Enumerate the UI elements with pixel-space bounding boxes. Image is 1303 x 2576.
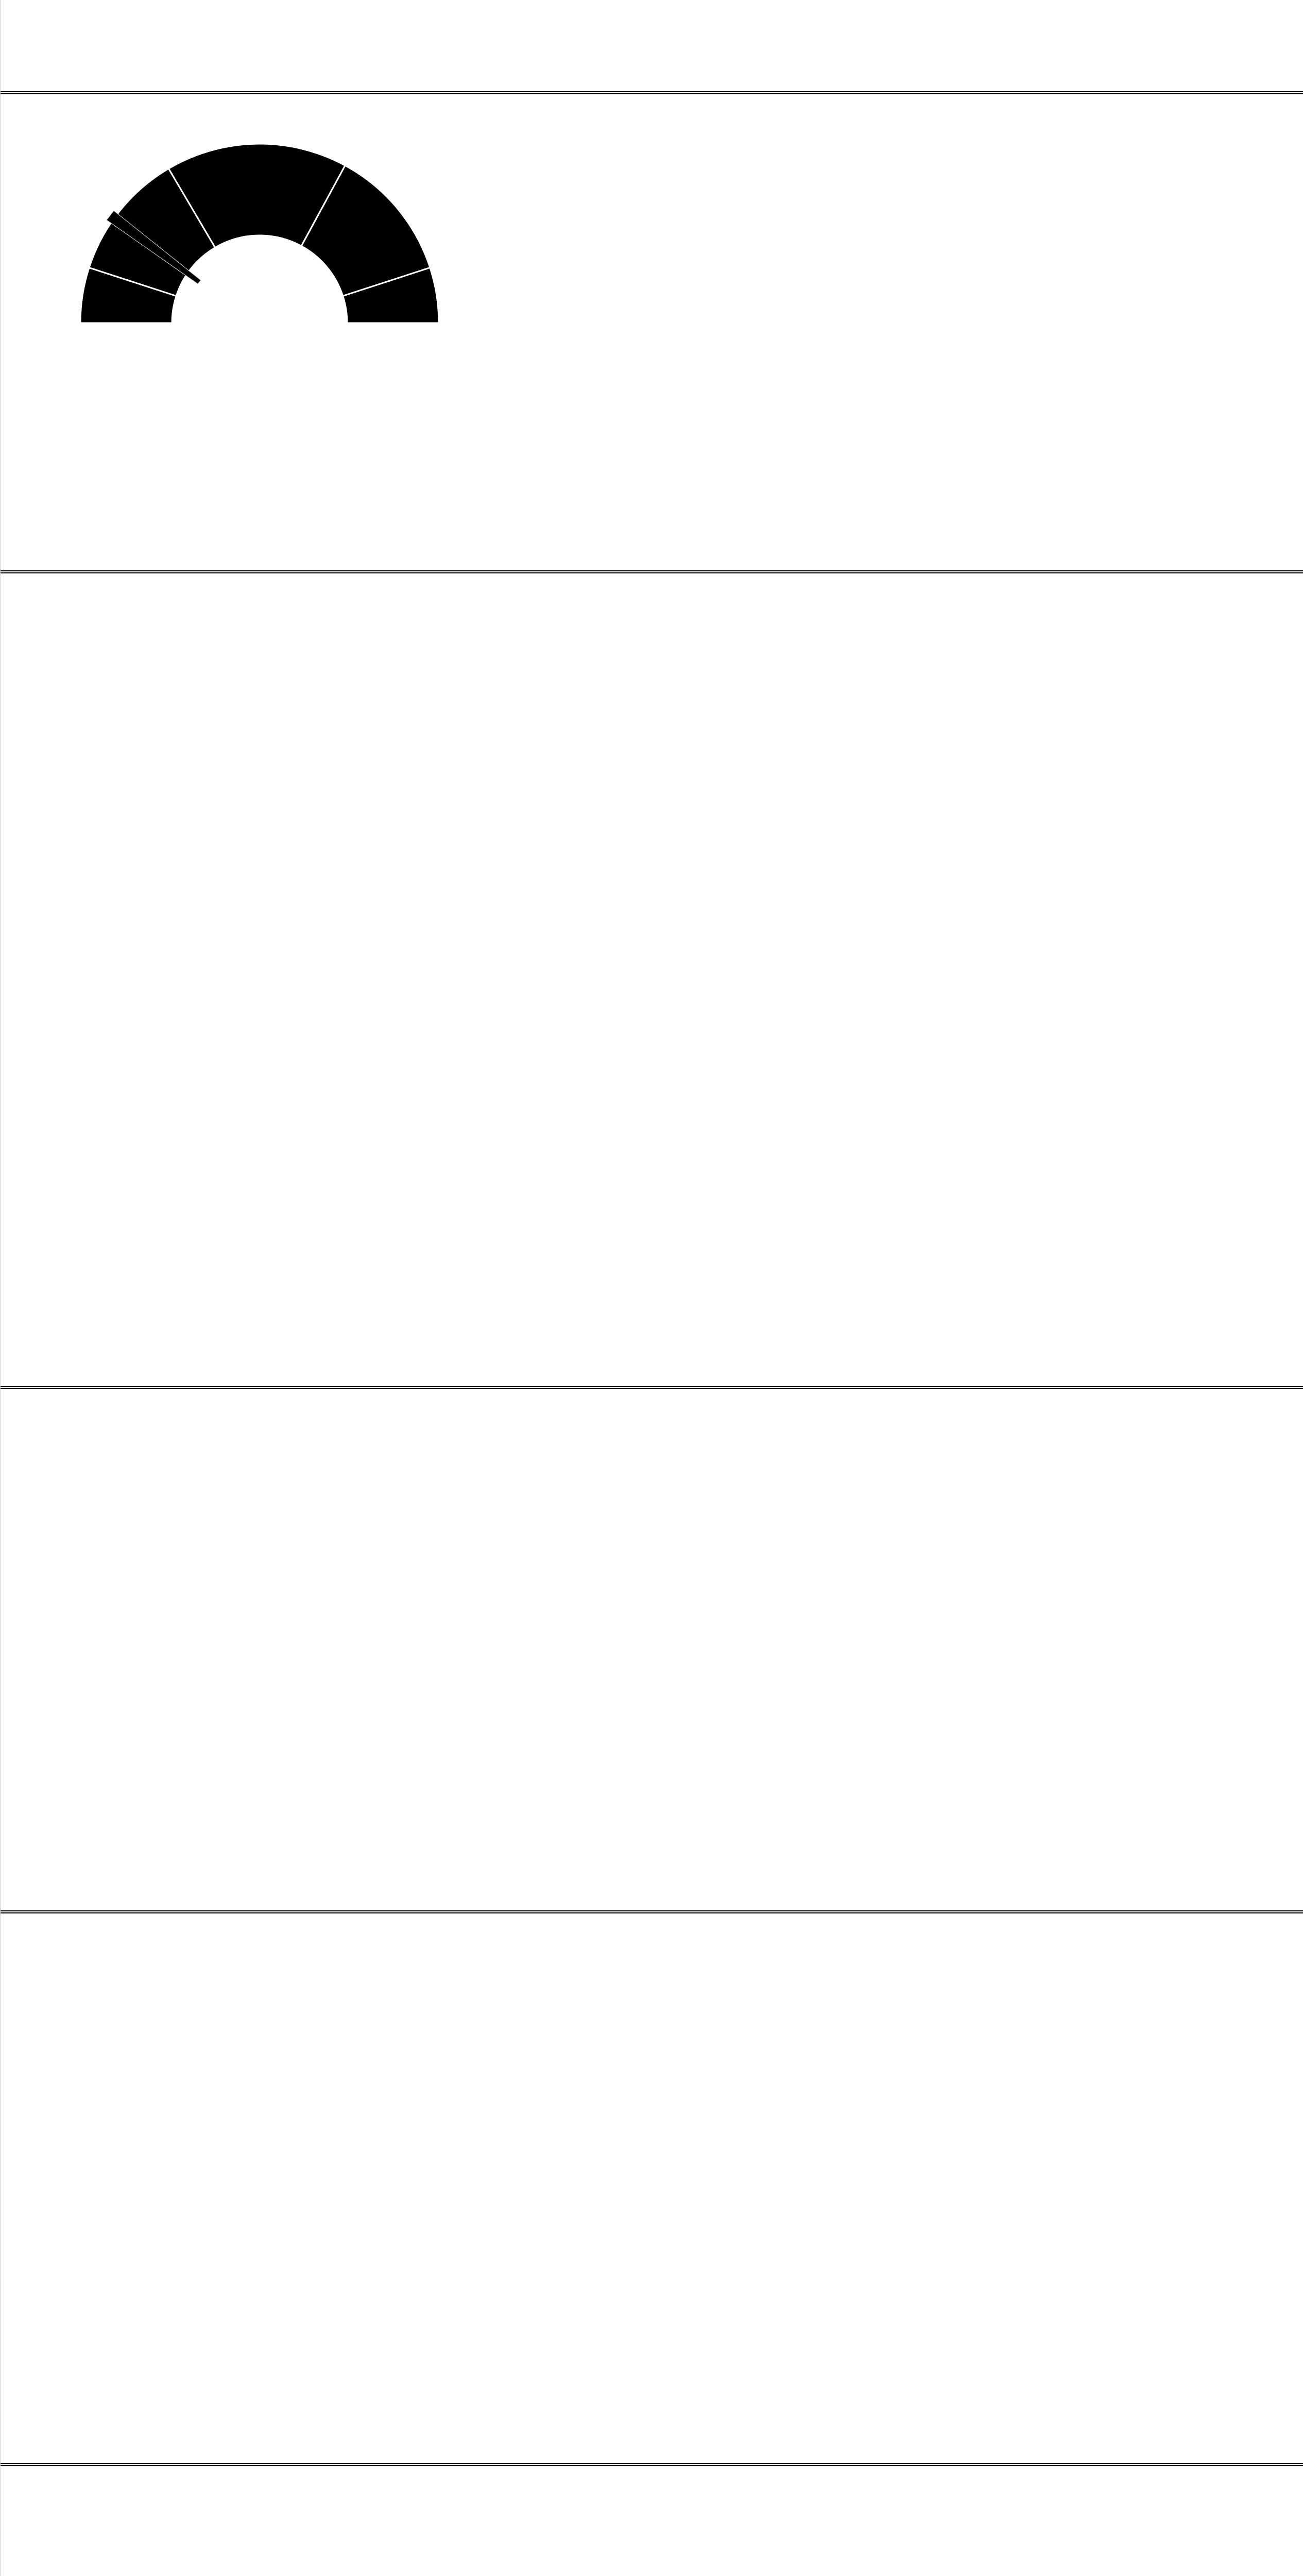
section-divider: [1, 1910, 1303, 1913]
risk-gauge: [79, 143, 440, 324]
section-divider: [1, 570, 1303, 573]
gauge-segment-normal: [167, 143, 347, 249]
section-divider: [1, 1386, 1303, 1389]
gauge-needle-icon: [106, 210, 201, 284]
section-divider: [1, 91, 1303, 94]
gauge-segment-fear: [341, 266, 440, 324]
gauge-segment-relief: [88, 167, 216, 297]
gauge-segment-caution: [300, 164, 431, 297]
section-divider: [1, 2463, 1303, 2466]
